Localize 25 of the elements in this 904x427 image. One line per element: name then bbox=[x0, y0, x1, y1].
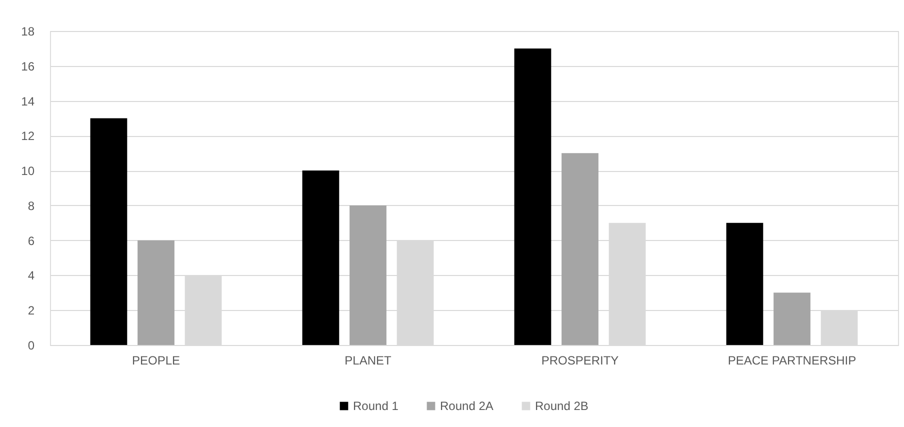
y-tick-label: 8 bbox=[28, 198, 35, 213]
bar bbox=[138, 240, 174, 345]
bar bbox=[90, 118, 128, 345]
y-tick-label: 6 bbox=[28, 234, 35, 248]
x-tick-label: PEOPLE bbox=[132, 354, 180, 368]
bar bbox=[726, 222, 764, 345]
x-tick-label: PROSPERITY bbox=[541, 354, 619, 368]
bar bbox=[514, 48, 552, 345]
bar bbox=[774, 292, 810, 345]
bar bbox=[350, 205, 386, 345]
y-tick-label: 12 bbox=[21, 129, 35, 144]
legend-label: Round 2B bbox=[535, 399, 588, 413]
y-tick-label: 0 bbox=[28, 338, 35, 352]
x-tick-label: PEACE PARTNERSHIP bbox=[728, 354, 856, 368]
legend-label: Round 1 bbox=[353, 399, 399, 413]
x-tick-label: PLANET bbox=[344, 354, 392, 368]
bar bbox=[302, 170, 340, 345]
y-tick-label: 4 bbox=[28, 268, 35, 283]
y-tick-label: 16 bbox=[21, 59, 35, 74]
y-tick-label: 10 bbox=[21, 164, 35, 178]
legend-label: Round 2A bbox=[440, 399, 494, 413]
y-tick-label: 14 bbox=[21, 94, 35, 108]
y-tick-label: 18 bbox=[21, 24, 35, 38]
bar bbox=[562, 153, 598, 345]
y-tick-label: 2 bbox=[28, 304, 35, 318]
